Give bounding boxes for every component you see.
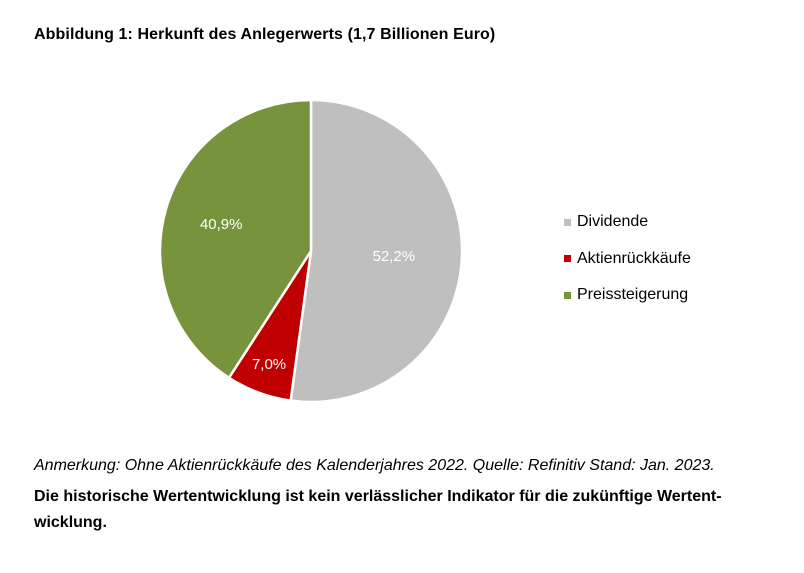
pie-slice-labels: 52,2% 7,0% 40,9% bbox=[200, 216, 415, 373]
legend-swatch-preissteigerung bbox=[564, 291, 571, 299]
legend-label-dividende: Dividende bbox=[577, 213, 649, 231]
legend-label-preissteigerung: Preissteigerung bbox=[577, 286, 689, 304]
chart-note: Anmerkung: Ohne Aktienrückkäufe des Kale… bbox=[34, 457, 715, 474]
legend-item-dividende: Dividende bbox=[564, 204, 691, 241]
pie-slice-dividende bbox=[289, 98, 464, 404]
chart-title: Abbildung 1: Herkunft des Anlegerwerts (… bbox=[34, 26, 496, 43]
disclaimer: Die historische Wertentwicklung ist kein… bbox=[34, 488, 722, 531]
legend-label-aktienrueckkaeufe: Aktienrückkäufe bbox=[577, 249, 691, 267]
pie-slices bbox=[158, 98, 464, 404]
legend-swatch-dividende bbox=[564, 218, 571, 226]
pie-slice-label-dividende: 52,2% bbox=[373, 248, 416, 265]
pie-slice-label-preissteigerung: 40,9% bbox=[200, 216, 243, 233]
pie-slice-label-aktienrckkufe: 7,0% bbox=[252, 356, 286, 373]
legend-item-aktienrueckkaeufe: Aktienrückkäufe bbox=[564, 241, 691, 278]
chart-legend: Dividende Aktienrückkäufe Preissteigerun… bbox=[564, 204, 691, 314]
legend-swatch-aktienrueckkaeufe bbox=[564, 255, 571, 263]
legend-item-preissteigerung: Preissteigerung bbox=[564, 277, 691, 314]
pie-slice-preissteigerung bbox=[158, 98, 313, 380]
